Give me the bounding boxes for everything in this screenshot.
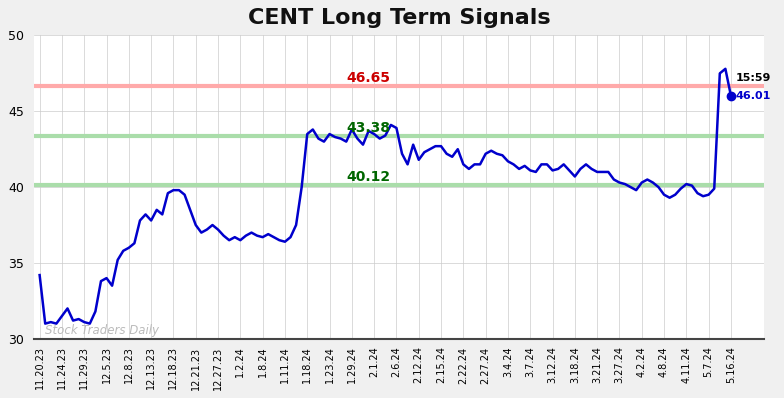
Text: 46.65: 46.65 <box>347 72 390 86</box>
Text: Stock Traders Daily: Stock Traders Daily <box>45 324 159 337</box>
Text: 15:59: 15:59 <box>735 73 771 83</box>
Text: 46.01: 46.01 <box>735 91 771 101</box>
Text: 40.12: 40.12 <box>347 170 390 185</box>
Title: CENT Long Term Signals: CENT Long Term Signals <box>248 8 550 28</box>
Text: 43.38: 43.38 <box>347 121 390 135</box>
